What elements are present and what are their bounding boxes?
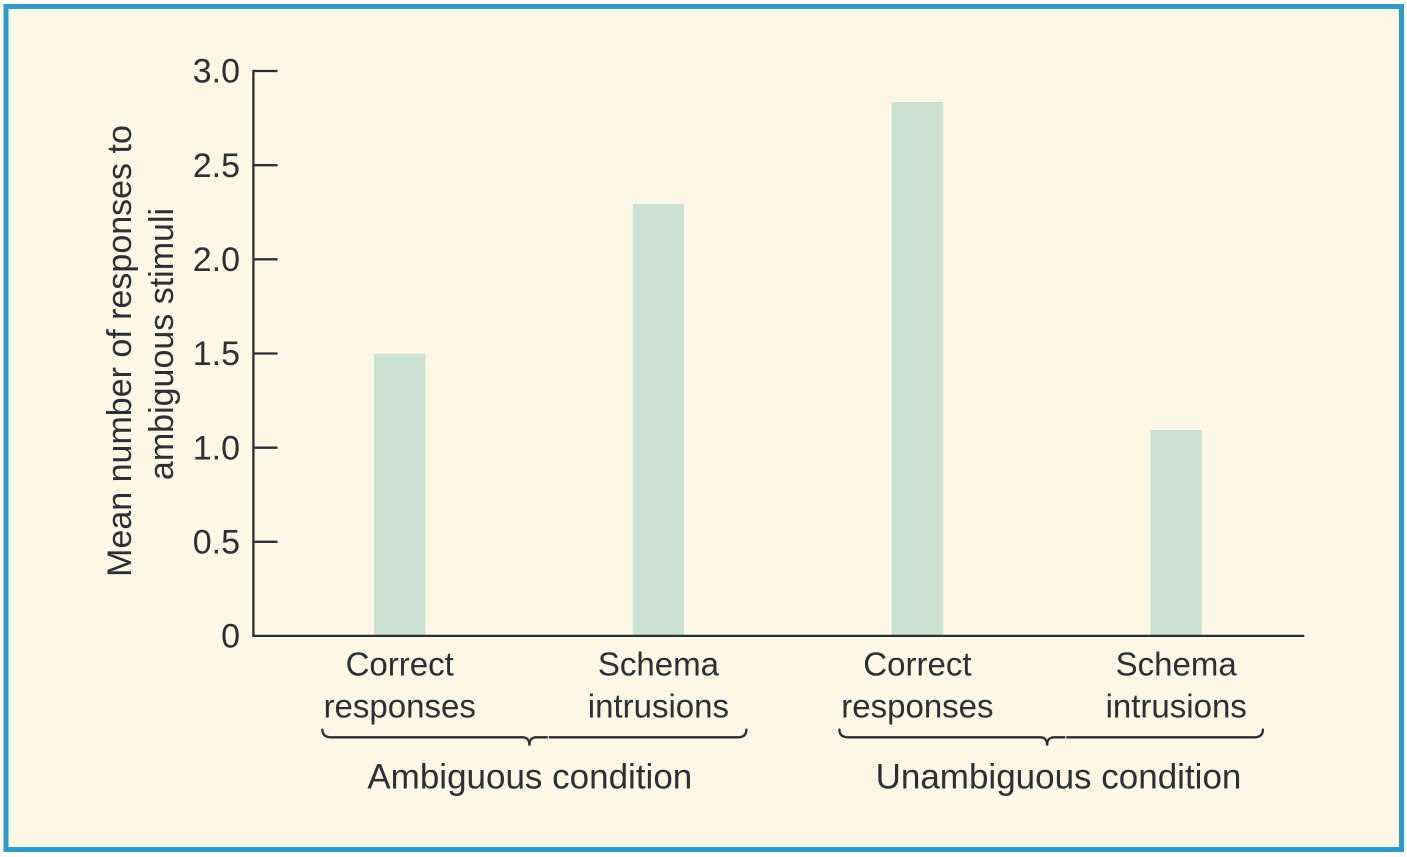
svg-text:1.5: 1.5 <box>193 335 240 373</box>
svg-text:2.5: 2.5 <box>193 147 240 185</box>
svg-text:intrusions: intrusions <box>588 687 729 724</box>
svg-text:Correct: Correct <box>863 646 971 683</box>
svg-text:1.0: 1.0 <box>193 429 240 467</box>
svg-text:Mean number of responses to: Mean number of responses to <box>101 125 139 577</box>
svg-text:ambiguous stimuli: ambiguous stimuli <box>143 208 181 480</box>
svg-text:Correct: Correct <box>346 646 454 683</box>
svg-text:0: 0 <box>221 618 240 656</box>
svg-text:Schema: Schema <box>1116 646 1238 683</box>
svg-text:0.5: 0.5 <box>193 524 240 562</box>
svg-text:intrusions: intrusions <box>1106 687 1247 724</box>
svg-text:3.0: 3.0 <box>193 53 240 91</box>
svg-text:Unambiguous condition: Unambiguous condition <box>876 757 1242 796</box>
svg-text:2.0: 2.0 <box>193 241 240 279</box>
svg-text:Ambiguous condition: Ambiguous condition <box>367 757 692 796</box>
svg-text:Schema: Schema <box>598 646 720 683</box>
svg-text:responses: responses <box>324 687 476 724</box>
svg-text:responses: responses <box>841 687 993 724</box>
